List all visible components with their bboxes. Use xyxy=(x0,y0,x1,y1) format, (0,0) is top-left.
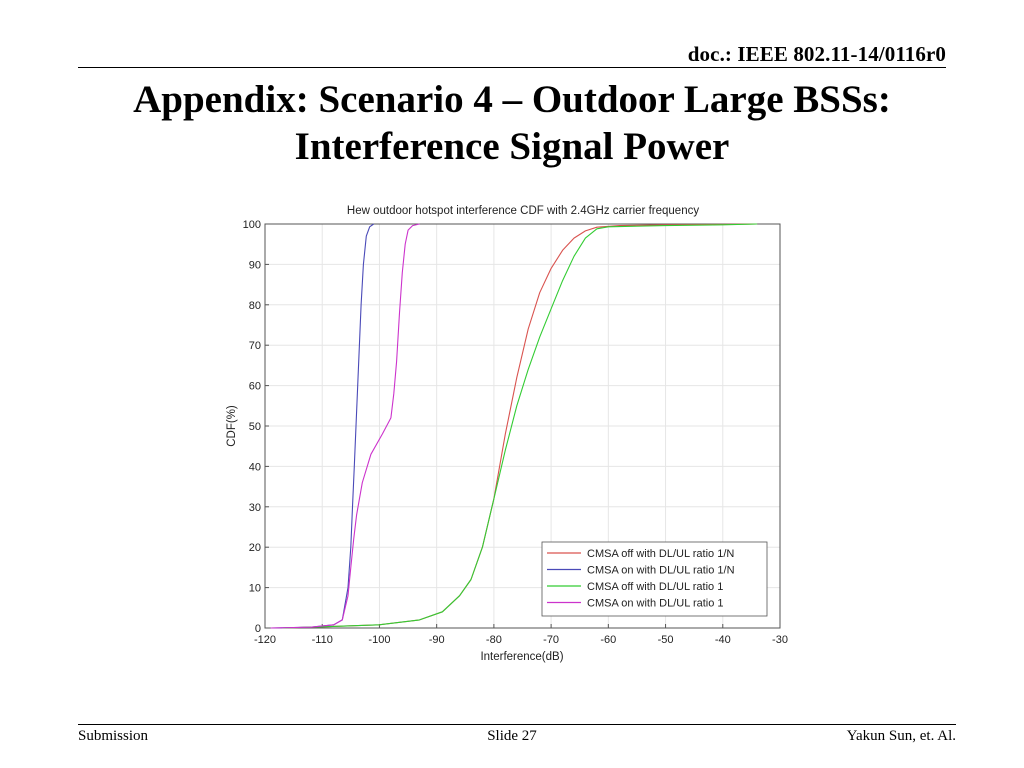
chart-title: Hew outdoor hotspot interference CDF wit… xyxy=(347,205,699,217)
footer-authors: Yakun Sun, et. Al. xyxy=(846,728,956,744)
y-tick-label: 90 xyxy=(249,259,261,271)
chart-grid xyxy=(265,224,780,628)
x-tick-label: -120 xyxy=(254,634,276,646)
x-tick-label: -40 xyxy=(715,634,731,646)
cdf-chart: Hew outdoor hotspot interference CDF wit… xyxy=(215,196,795,671)
x-tick-label: -90 xyxy=(429,634,445,646)
chart-legend: CMSA off with DL/UL ratio 1/N CMSA on wit… xyxy=(541,541,768,617)
y-tick-label: 30 xyxy=(249,502,261,514)
x-tick-label: -70 xyxy=(543,634,559,646)
x-tick-label: -110 xyxy=(312,634,333,646)
y-tick-label: 60 xyxy=(249,381,261,393)
y-tick-label: 80 xyxy=(249,300,261,312)
legend-label-4: CMSA on with DL/UL ratio 1 xyxy=(587,598,724,610)
slide-title-line-2: Interference Signal Power xyxy=(294,125,730,168)
footer-slide-number: Slide 27 xyxy=(487,728,537,744)
y-tick-label: 40 xyxy=(249,461,261,473)
axis-ticks: -120 -110 -100 -90 -80 -70 -60 -50 -40 -30 0 10 20 30… xyxy=(243,219,788,646)
legend-box xyxy=(541,541,768,617)
chart-svg: Hew outdoor hotspot interference CDF wit… xyxy=(226,205,788,663)
legend-label-1: CMSA off with DL/UL ratio 1/N xyxy=(587,548,734,560)
series-line-4 xyxy=(270,223,420,629)
footer-submission: Submission xyxy=(78,728,149,744)
slide-title-line-1: Appendix: Scenario 4 – Outdoor Large BSS… xyxy=(133,78,891,121)
x-tick-label: -100 xyxy=(368,634,390,646)
y-tick-label: 20 xyxy=(249,542,261,554)
legend-label-3: CMSA off with DL/UL ratio 1 xyxy=(587,581,723,593)
top-divider xyxy=(78,67,946,68)
doc-id: doc.: IEEE 802.11-14/0116r0 xyxy=(687,42,946,66)
x-tick-label: -50 xyxy=(658,634,674,646)
bottom-divider xyxy=(78,724,956,725)
y-tick-label: 0 xyxy=(255,623,261,635)
y-axis-label: CDF(%) xyxy=(226,405,238,447)
series-lines xyxy=(270,223,758,629)
y-tick-label: 50 xyxy=(249,421,261,433)
series-line-3 xyxy=(282,223,758,629)
x-tick-label: -60 xyxy=(600,634,616,646)
slide-title: Appendix: Scenario 4 – Outdoor Large BSS… xyxy=(60,76,964,170)
x-tick-label: -80 xyxy=(486,634,502,646)
legend-label-2: CMSA on with DL/UL ratio 1/N xyxy=(587,565,735,577)
x-tick-label: -30 xyxy=(772,634,788,646)
y-tick-label: 70 xyxy=(249,340,261,352)
y-tick-label: 10 xyxy=(249,583,261,595)
x-axis-label: Interference(dB) xyxy=(480,651,563,663)
y-tick-label: 100 xyxy=(243,219,261,231)
